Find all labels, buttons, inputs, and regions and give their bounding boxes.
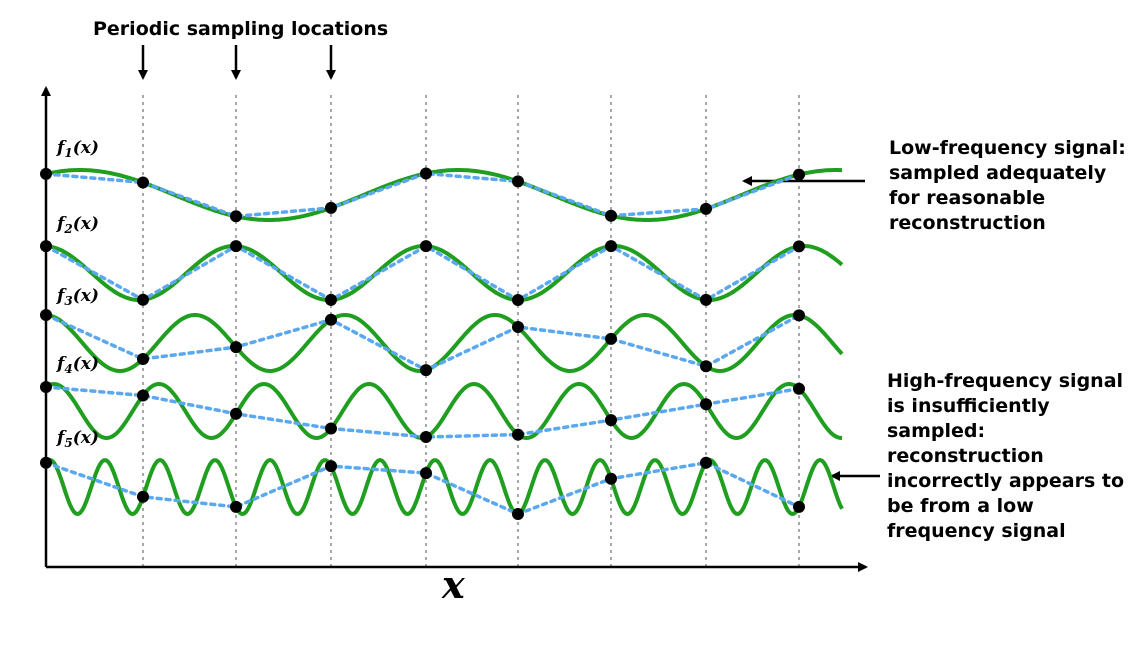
low-frequency-note: Low-frequency signal: sampled adequately… (889, 137, 1126, 234)
sample-point (137, 490, 149, 503)
sample-point (793, 382, 805, 395)
signal-label-f5: f5(x) (56, 428, 99, 450)
sample-point (700, 202, 712, 215)
sample-point (420, 467, 432, 480)
diagram-title: Periodic sampling locations (93, 18, 389, 40)
sample-point (512, 294, 524, 306)
sample-point (512, 321, 524, 333)
sample-point (420, 364, 432, 377)
signal-label-f2: f2(x) (56, 214, 99, 236)
sample-point (420, 431, 432, 443)
signal-f3 (40, 309, 844, 377)
sample-point (230, 210, 242, 223)
sample-point (605, 414, 617, 427)
reconstruction-line (44, 385, 801, 439)
sample-point (325, 293, 337, 306)
sample-point (700, 360, 712, 373)
sample-point (230, 500, 242, 513)
sample-point (40, 381, 52, 393)
sample-point (137, 176, 149, 189)
sample-point (512, 508, 524, 520)
sampling-location-arrows (138, 45, 336, 80)
signal-wave (44, 381, 843, 441)
sample-point (793, 240, 805, 253)
sample-point (137, 389, 149, 402)
high-frequency-note: High-frequency signal is insufficiently … (887, 370, 1124, 542)
sample-point (605, 332, 617, 345)
sample-point (40, 309, 52, 321)
signal-label-f1: f1(x) (56, 138, 99, 160)
signal-f2 (40, 240, 844, 306)
x-axis-label: x (441, 562, 466, 607)
sample-point (40, 456, 52, 469)
sample-point (605, 472, 617, 485)
sample-point (325, 460, 337, 473)
sample-point (793, 309, 805, 322)
sample-point (793, 500, 805, 513)
signal-label-f3: f3(x) (56, 286, 99, 308)
sample-point (325, 201, 337, 214)
sample-point (512, 175, 524, 188)
sample-point (793, 168, 805, 181)
sample-point (40, 167, 52, 180)
sample-point (137, 353, 149, 365)
sample-point (325, 313, 337, 326)
sample-point (700, 293, 712, 306)
sample-point (605, 209, 617, 222)
signal-label-f4: f4(x) (56, 354, 99, 376)
sample-point (700, 456, 712, 469)
sample-point (700, 398, 712, 411)
sample-point (137, 293, 149, 306)
sample-point (420, 167, 432, 180)
sample-point (512, 428, 524, 441)
sample-point (230, 407, 242, 420)
sample-point (420, 240, 432, 253)
signal-wave (44, 457, 844, 517)
signal-f4 (40, 381, 843, 443)
signal-f5 (40, 456, 844, 520)
signals-layer (40, 167, 844, 520)
signal-wave (45, 168, 842, 222)
sample-point (605, 240, 617, 253)
sample-point (230, 341, 242, 354)
signal-f1 (40, 167, 842, 223)
sample-point (325, 422, 337, 435)
sample-point (40, 240, 52, 253)
sample-point (230, 240, 242, 253)
reconstruction-line (44, 171, 801, 219)
